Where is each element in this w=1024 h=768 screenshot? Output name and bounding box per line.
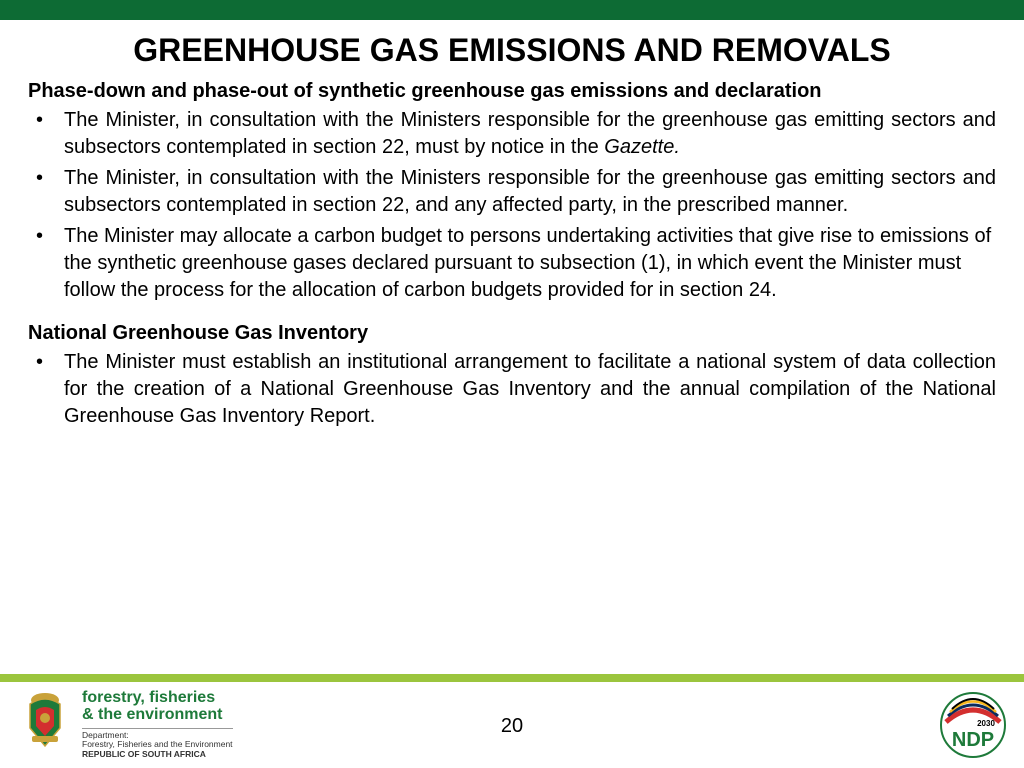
department-text: forestry, fisheries & the environment De… <box>82 690 233 760</box>
bullet-item: The Minister must establish an instituti… <box>28 349 996 430</box>
section1-bullets: The Minister, in consultation with the M… <box>28 107 996 304</box>
slide-content: GREENHOUSE GAS EMISSIONS AND REMOVALS Ph… <box>0 20 1024 430</box>
bullet-text: The Minister may allocate a carbon budge… <box>64 225 991 301</box>
ndp-logo-icon: 2030 NDP <box>940 692 1006 758</box>
footer-divider <box>0 674 1024 682</box>
section2-heading: National Greenhouse Gas Inventory <box>28 322 996 345</box>
bullet-item: The Minister may allocate a carbon budge… <box>28 223 996 304</box>
svg-text:NDP: NDP <box>952 729 994 751</box>
svg-text:2030: 2030 <box>977 719 995 728</box>
section2-bullets: The Minister must establish an instituti… <box>28 349 996 430</box>
coat-of-arms-icon <box>18 690 72 750</box>
bullet-text: The Minister, in consultation with the M… <box>64 109 996 158</box>
dept-name-line1: forestry, fisheries <box>82 690 233 707</box>
bullet-item: The Minister, in consultation with the M… <box>28 107 996 161</box>
footer: forestry, fisheries & the environment De… <box>0 682 1024 768</box>
bullet-item: The Minister, in consultation with the M… <box>28 165 996 219</box>
department-block: forestry, fisheries & the environment De… <box>18 690 233 760</box>
section1-heading: Phase-down and phase-out of synthetic gr… <box>28 80 996 103</box>
bullet-text: The Minister must establish an instituti… <box>64 351 996 427</box>
bullet-text: The Minister, in consultation with the M… <box>64 167 996 216</box>
bullet-italic: Gazette. <box>604 136 680 158</box>
slide-title: GREENHOUSE GAS EMISSIONS AND REMOVALS <box>28 30 996 70</box>
top-bar <box>0 0 1024 20</box>
page-number: 20 <box>501 715 523 738</box>
dept-sub: Department: Forestry, Fisheries and the … <box>82 728 233 760</box>
dept-sub3: REPUBLIC OF SOUTH AFRICA <box>82 750 233 760</box>
dept-name-line2: & the environment <box>82 707 233 724</box>
